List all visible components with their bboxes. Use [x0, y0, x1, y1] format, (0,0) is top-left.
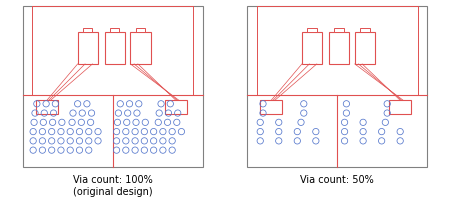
- Bar: [307, 28, 317, 32]
- Text: Via count: 100%
(original design): Via count: 100% (original design): [73, 175, 153, 197]
- Bar: [83, 28, 92, 32]
- Bar: [260, 100, 283, 114]
- Bar: [36, 100, 58, 114]
- Bar: [104, 32, 125, 64]
- Bar: [130, 32, 151, 64]
- Text: Via count: 50%: Via count: 50%: [300, 175, 374, 185]
- Bar: [136, 28, 145, 32]
- Bar: [355, 32, 375, 64]
- Bar: [78, 32, 98, 64]
- Bar: [165, 100, 187, 114]
- Bar: [334, 28, 344, 32]
- Bar: [110, 28, 119, 32]
- Bar: [302, 32, 322, 64]
- Bar: [389, 100, 411, 114]
- Bar: [329, 32, 349, 64]
- Bar: [360, 28, 369, 32]
